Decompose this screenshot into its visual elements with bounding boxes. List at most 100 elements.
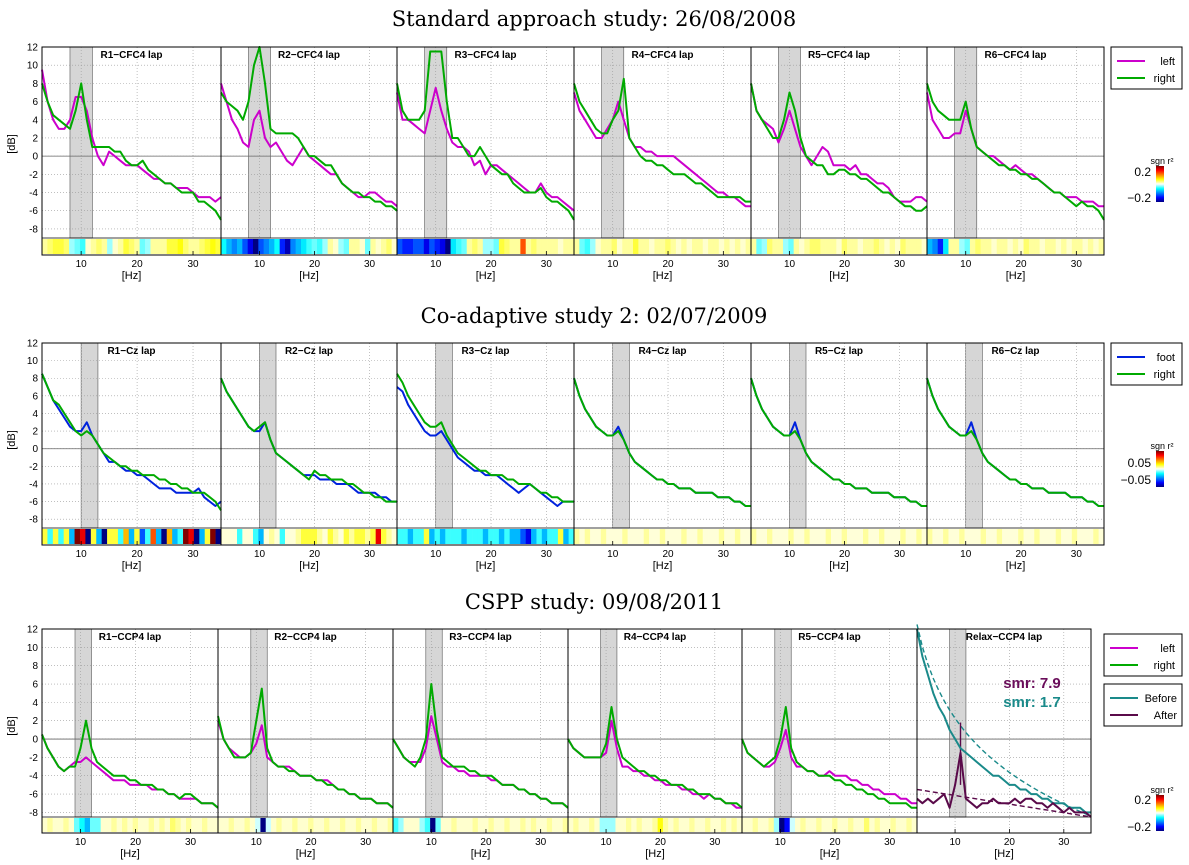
r2-cell [821,818,828,832]
r2-cell [488,818,495,832]
r2-cell [809,239,816,254]
ytick-label-2-4: 4 [32,698,38,709]
r2-cell [472,818,479,832]
r2-cell [772,239,778,254]
r2-cell [697,239,704,254]
r2-cell [423,239,430,254]
r2-cell [975,529,981,544]
r2-cell [863,529,869,544]
r2-cell [678,818,685,832]
r2-cell [531,239,537,254]
r2-cell [327,239,334,254]
panel-title-0-5: R6−CFC4 lap [985,50,1047,61]
r2-cell [128,239,135,254]
r2-cell [826,818,833,832]
xtick-label-0-5-0: 10 [960,259,972,270]
r2-cell [349,239,355,254]
r2-cell [911,529,917,544]
r2-cell [477,818,484,832]
r2-cell [1050,239,1057,254]
panel-2-3: R4−CCP4 lap 10 20 30 [Hz] [567,628,743,860]
series-line-right [396,50,575,221]
r2-cell [445,239,451,254]
r2-cell [269,529,275,544]
panel-2-4: R5−CCP4 lap 10 20 30 [Hz] [741,628,918,860]
panel-0-4: R5−CFC4 lap 10 20 30 [Hz] [750,46,928,282]
r2-cell [338,529,344,544]
section-title-3: CSPP study: 09/08/2011 [465,590,723,614]
r2-cell [815,239,821,254]
r2-cell [85,529,92,544]
r2-cell [991,529,998,544]
legend-1: left right [1110,46,1183,90]
r2-cell [665,529,671,544]
xtick-label-1-0-1: 20 [132,549,144,560]
r2-cell [948,239,955,254]
r2-cell [429,239,435,254]
r2-cell [731,818,738,832]
r2-cell [820,239,826,254]
r2-cell [434,529,441,544]
r2-cell [756,239,762,254]
r2-cell [407,239,414,254]
series-line-right [573,377,751,507]
xtick-label-0-2-1: 20 [485,259,497,270]
xtick-label-1-3-1: 20 [662,549,674,560]
panel-1-2: R3−Cz lap 10 20 30 [Hz] [396,342,575,572]
r2-cell [1012,529,1019,544]
panel-frame [41,342,222,546]
r2-cell [742,818,748,832]
r2-cell [622,529,628,544]
r2-cell [557,239,564,254]
series-line-left [573,92,751,208]
ytick-label-2-6: 0 [32,735,38,746]
colorbar-1-min: −0.2 [1127,191,1151,205]
r2-cell [579,529,586,544]
r2-cell [324,818,330,832]
r2-cell [306,529,312,544]
r2-cell [456,239,462,254]
xtick-label-0-5-2: 30 [1071,259,1083,270]
r2-cell [413,239,419,254]
r2-cell [504,529,510,544]
r2-cell [832,818,838,832]
r2-cell [477,239,484,254]
r2-cell [964,239,971,254]
xlabel-1-2: [Hz] [476,560,496,572]
r2-cell [338,239,344,254]
legend-2-item-0: foot [1157,352,1175,364]
r2-cell [419,818,426,832]
panel-frame [392,628,569,834]
r2-cell [541,529,548,544]
r2-cell [836,239,842,254]
ytick-label-0-2: 8 [32,79,38,90]
r2-cell [269,239,275,254]
r2-cell [793,239,800,254]
r2-cell [670,239,677,254]
r2-cell [763,818,769,832]
r2-cell [574,529,580,544]
colorbar-2-max: 0.05 [1128,456,1152,470]
r2-cell [885,818,891,832]
r2-cell [155,529,162,544]
xtick-label-0-2-2: 30 [541,259,553,270]
r2-cell [403,818,410,832]
r2-cell [788,239,794,254]
r2-cell [193,529,200,544]
r2-cell [199,239,206,254]
r2-cell [536,818,542,832]
legend-4-item-0: Before [1145,693,1177,705]
r2-cell [584,529,591,544]
r2-cell [720,818,727,832]
r2-cell [101,239,108,254]
r2-cell [477,529,484,544]
r2-cell [736,818,743,832]
r2-cell [188,239,195,254]
r2-cell [180,818,187,832]
r2-cell [311,239,318,254]
r2-cell [900,239,906,254]
r2-cell [381,239,387,254]
r2-cell [890,818,897,832]
section-title-2: Co-adaptive study 2: 02/07/2009 [421,304,768,328]
r2-cell [699,818,706,832]
